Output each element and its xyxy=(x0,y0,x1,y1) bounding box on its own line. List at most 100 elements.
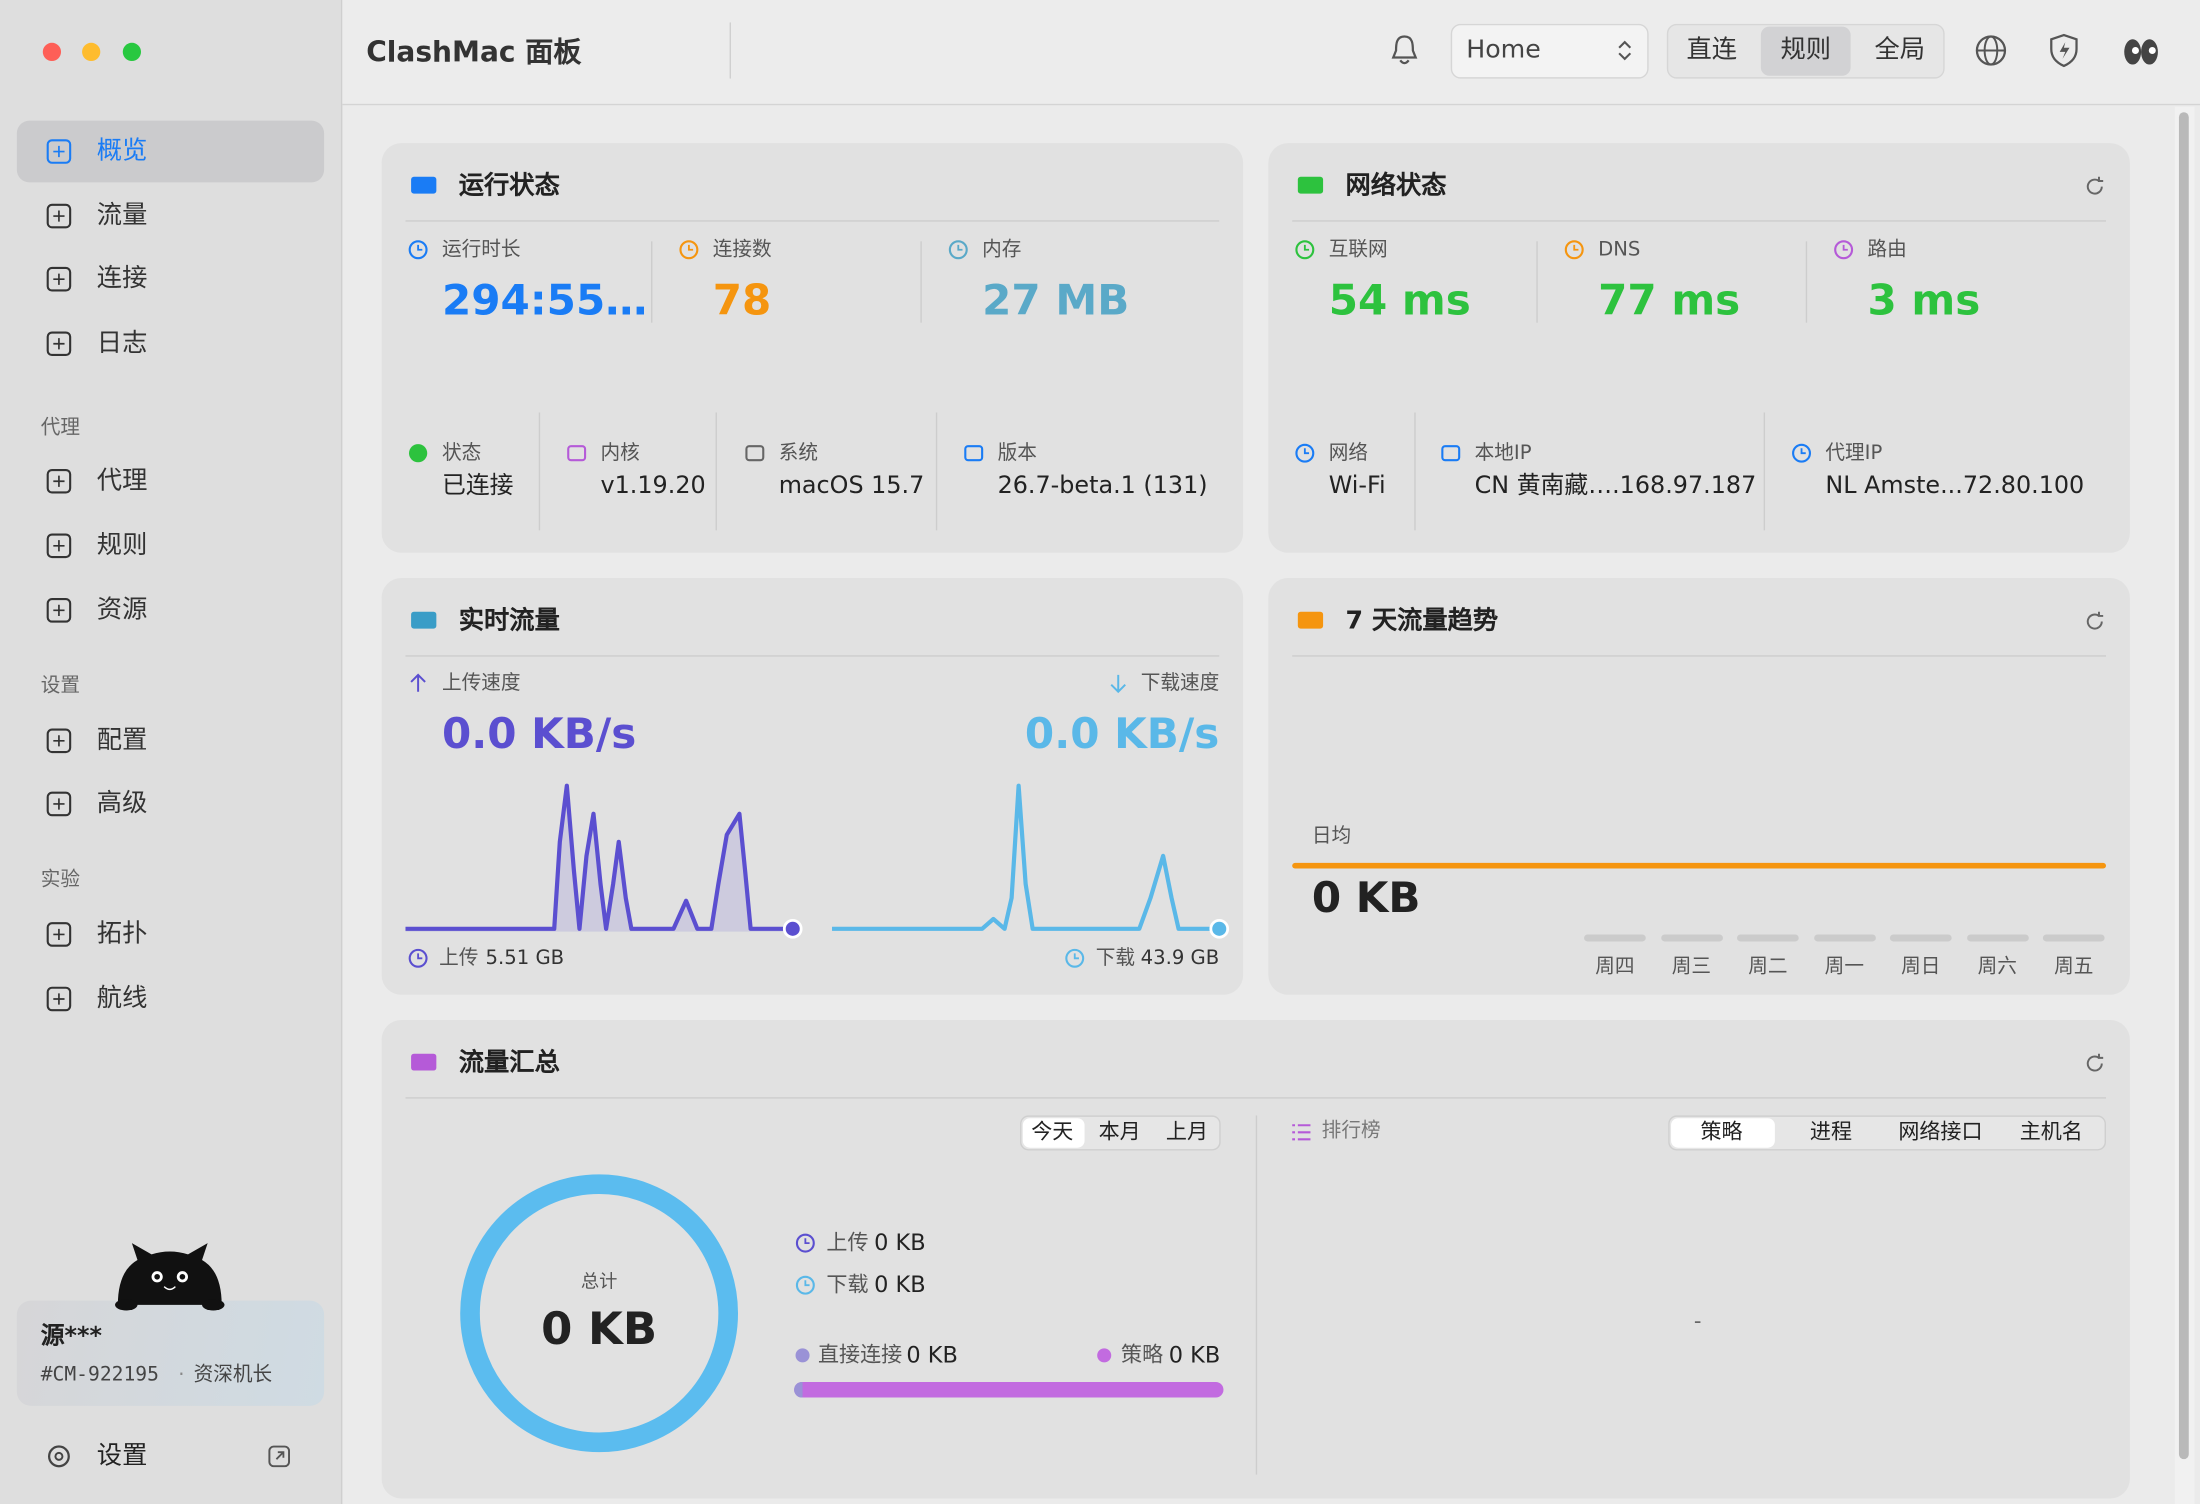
mode-active-bg xyxy=(1760,26,1851,76)
info-value: CN 黄南藏….168.97.187 xyxy=(1474,472,1757,501)
open-external[interactable] xyxy=(268,1445,291,1468)
ranking-tab[interactable]: 策略 xyxy=(1700,1118,1743,1145)
day-label: 周一 xyxy=(1824,955,1864,978)
ranking-tab[interactable]: 网络接口 xyxy=(1898,1118,1983,1145)
card-title: 流量汇总 xyxy=(458,1048,560,1078)
legend-dot xyxy=(1097,1348,1112,1363)
stat-icon xyxy=(1564,240,1584,260)
policy-label: 策略 xyxy=(1121,1342,1164,1368)
window-control[interactable] xyxy=(81,42,101,62)
nav-item[interactable]: 航线 xyxy=(96,983,148,1014)
total-label: 总计 xyxy=(580,1271,618,1293)
nav-group-title: 代理 xyxy=(40,416,80,440)
day-label: 周二 xyxy=(1748,955,1788,978)
download-total-label: 下载 xyxy=(1095,947,1136,970)
ranking-active-bg xyxy=(1671,1118,1775,1148)
nav-item[interactable]: 概览 xyxy=(96,136,148,166)
upload-label: 上传速度 xyxy=(441,672,521,695)
user-name: 源*** xyxy=(40,1322,102,1351)
info-divider xyxy=(935,412,938,531)
nav-item[interactable]: 规则 xyxy=(96,530,148,560)
nav-item[interactable]: 连接 xyxy=(96,264,148,294)
refresh-button[interactable] xyxy=(2084,175,2106,197)
toolbar-divider xyxy=(729,22,731,79)
upload-speed: 0.0 KB/s xyxy=(441,709,637,760)
settings-button[interactable]: 设置 xyxy=(96,1440,148,1471)
upload-total: 5.51 GB xyxy=(485,947,565,970)
info-icon xyxy=(964,445,984,462)
nav-item[interactable]: 拓扑 xyxy=(96,919,148,949)
card-divider xyxy=(405,1097,2106,1099)
card-title: 7 天流量趋势 xyxy=(1345,606,1499,636)
info-label: 版本 xyxy=(997,441,1037,465)
nav-group-title: 设置 xyxy=(40,674,80,698)
nav-item[interactable]: 日志 xyxy=(96,328,148,358)
realtime-card xyxy=(381,578,1244,995)
download-label: 下载 xyxy=(826,1271,869,1298)
select-chevron xyxy=(1618,40,1632,61)
profile-name: Home xyxy=(1466,35,1541,65)
card-divider xyxy=(1292,220,2106,222)
nav-group-title: 实验 xyxy=(40,868,80,891)
info-label: 本地IP xyxy=(1474,441,1532,465)
info-value: Wi-Fi xyxy=(1328,472,1386,501)
stat-divider xyxy=(1805,241,1808,323)
stat-value: 54 ms xyxy=(1328,276,1471,326)
nav-item[interactable]: 高级 xyxy=(96,788,148,818)
eyes-button[interactable] xyxy=(2121,36,2160,67)
info-value: NL Amste...72.80.100 xyxy=(1825,472,2085,501)
notification-button[interactable] xyxy=(1389,34,1420,68)
info-icon xyxy=(1792,443,1811,463)
ranking-icon xyxy=(1292,1124,1311,1141)
stat-label: DNS xyxy=(1598,238,1641,261)
nav-item[interactable]: 代理 xyxy=(96,465,148,496)
stat-icon xyxy=(408,240,428,260)
refresh-button[interactable] xyxy=(2084,1052,2106,1074)
nav-icon xyxy=(46,139,72,164)
download-label: 下载速度 xyxy=(1140,672,1220,695)
refresh-button[interactable] xyxy=(2084,610,2106,632)
period-tab[interactable]: 今天 xyxy=(1031,1118,1074,1145)
download-total: 43.9 GB xyxy=(1140,947,1220,970)
window-control[interactable] xyxy=(42,42,62,62)
user-rank: 资深机长 xyxy=(193,1363,273,1387)
separator: · xyxy=(178,1363,185,1387)
shield-button[interactable] xyxy=(2048,32,2079,68)
split-bar xyxy=(794,1382,1224,1398)
settings-icon[interactable] xyxy=(46,1444,71,1469)
app-title: ClashMac 面板 xyxy=(366,35,582,69)
globe-button[interactable] xyxy=(1974,34,2008,68)
info-value: v1.19.20 xyxy=(600,472,706,501)
upload-value: 0 KB xyxy=(874,1229,926,1256)
info-divider xyxy=(715,412,717,531)
stat-label: 互联网 xyxy=(1328,238,1388,261)
network-card xyxy=(1268,143,2130,553)
info-icon xyxy=(745,445,765,462)
nav-item[interactable]: 资源 xyxy=(96,594,148,625)
mode-button[interactable]: 直连 xyxy=(1686,35,1737,65)
stat-label: 内存 xyxy=(982,238,1022,261)
policy-value: 0 KB xyxy=(1168,1341,1221,1368)
card-divider xyxy=(405,655,1220,657)
card-title: 运行状态 xyxy=(458,171,560,201)
user-id: #CM-922195 xyxy=(40,1363,159,1387)
upload-arrow xyxy=(410,673,426,692)
window-control[interactable] xyxy=(122,42,142,62)
split-bar-direct xyxy=(794,1382,803,1398)
nav-item[interactable]: 配置 xyxy=(96,725,148,755)
stat-value: 3 ms xyxy=(1867,276,1981,326)
average-value: 0 KB xyxy=(1311,874,1421,924)
day-bar xyxy=(1889,934,1952,942)
stat-divider xyxy=(651,241,653,323)
period-tab[interactable]: 上月 xyxy=(1165,1118,1209,1145)
mode-button[interactable]: 规则 xyxy=(1780,35,1831,65)
day-label: 周三 xyxy=(1671,955,1712,978)
profile-select[interactable] xyxy=(1450,23,1649,79)
period-tab[interactable]: 本月 xyxy=(1098,1118,1141,1145)
ranking-tab[interactable]: 主机名 xyxy=(2019,1118,2083,1145)
nav-icon xyxy=(46,468,72,494)
ranking-tab[interactable]: 进程 xyxy=(1809,1118,1853,1145)
mode-button[interactable]: 全局 xyxy=(1874,35,1925,65)
card-icon xyxy=(1297,611,1324,629)
nav-item[interactable]: 流量 xyxy=(96,200,148,230)
